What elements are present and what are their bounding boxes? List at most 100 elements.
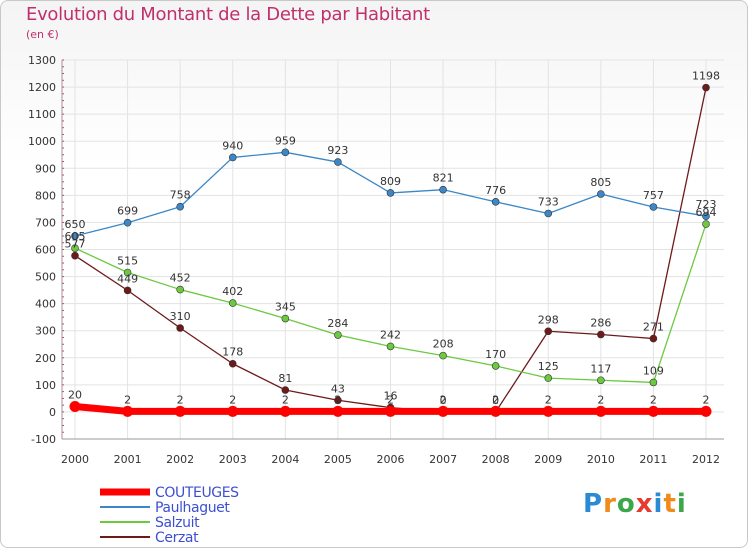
y-tick-label: 900: [35, 162, 56, 175]
x-tick-label: 2007: [429, 453, 457, 466]
y-tick-label: 1200: [28, 81, 56, 94]
data-label: 2: [597, 393, 604, 406]
legend-label: Cerzat: [155, 530, 199, 546]
y-tick-label: 800: [35, 189, 56, 202]
data-point: [228, 359, 237, 368]
y-tick-label: 1100: [28, 108, 56, 121]
data-point: [174, 405, 186, 417]
y-tick-label: 0: [49, 406, 56, 419]
data-label: 757: [643, 189, 664, 202]
y-tick-label: 1000: [28, 135, 56, 148]
data-point: [279, 405, 291, 417]
data-point: [649, 378, 658, 387]
data-point: [123, 286, 132, 295]
data-point: [439, 185, 447, 194]
data-label: 2: [545, 393, 552, 406]
x-tick-label: 2000: [61, 453, 89, 466]
data-point: [702, 220, 710, 228]
x-tick-label: 2001: [114, 453, 142, 466]
data-point: [491, 198, 500, 206]
data-label: 940: [222, 139, 243, 152]
data-point: [544, 327, 553, 336]
data-point: [227, 405, 239, 417]
data-point: [122, 405, 134, 417]
data-label: 2: [650, 393, 657, 406]
y-tick-label: 100: [35, 379, 56, 392]
data-point: [437, 405, 449, 417]
data-label: 758: [170, 189, 191, 202]
data-label: 723: [696, 198, 717, 211]
data-label: 286: [590, 317, 611, 330]
data-label: 125: [538, 360, 559, 373]
legend-label: Salzuit: [155, 515, 200, 531]
data-label: 20: [68, 389, 82, 402]
data-label: 452: [170, 272, 191, 285]
data-point: [176, 285, 184, 294]
data-point: [123, 268, 132, 277]
data-label: 2: [387, 393, 394, 406]
data-label: 2: [492, 393, 499, 406]
data-point: [649, 203, 658, 211]
data-label: 776: [485, 184, 506, 197]
x-tick-label: 2011: [639, 453, 667, 466]
data-point: [71, 244, 79, 252]
data-label: 0: [440, 394, 447, 407]
x-tick-label: 2009: [534, 453, 562, 466]
data-label: 0: [492, 394, 499, 407]
y-tick-label: 500: [35, 271, 56, 284]
data-label: 298: [538, 313, 559, 326]
data-point: [281, 148, 290, 157]
data-label: 2: [282, 393, 289, 406]
data-point: [123, 218, 132, 227]
data-point: [386, 342, 395, 351]
data-label: 208: [433, 338, 454, 351]
data-point: [597, 376, 605, 385]
data-point: [597, 190, 605, 198]
data-label: 959: [275, 134, 296, 147]
data-label: 2: [703, 393, 710, 406]
data-label: 2: [334, 393, 341, 406]
data-label: 2: [124, 393, 131, 406]
x-tick-label: 2003: [219, 453, 247, 466]
data-label: 515: [117, 255, 138, 268]
y-tick-label: 400: [35, 298, 56, 311]
x-tick-label: 2005: [324, 453, 352, 466]
logo-letter: r: [603, 489, 617, 519]
y-tick-label: 700: [35, 216, 56, 229]
data-label: 43: [331, 382, 345, 395]
y-tick-label: 300: [35, 325, 56, 338]
data-label: 178: [222, 346, 243, 359]
data-point: [228, 299, 237, 307]
data-label: 805: [590, 176, 611, 189]
data-label: 2: [229, 393, 236, 406]
data-label: 605: [65, 230, 86, 243]
data-label: 1198: [692, 70, 720, 83]
data-point: [334, 396, 342, 405]
x-tick-label: 2002: [166, 453, 194, 466]
x-tick-label: 2006: [377, 453, 405, 466]
data-label: 117: [590, 362, 611, 375]
y-tick-label: 200: [35, 352, 56, 365]
y-tick-label: 600: [35, 244, 56, 257]
data-point: [542, 405, 554, 417]
logo-letter: P: [583, 489, 604, 519]
data-point: [385, 405, 396, 417]
data-point: [281, 386, 290, 394]
data-label: 81: [278, 372, 292, 385]
data-point: [332, 405, 344, 417]
data-point: [334, 158, 342, 166]
legend-label: COUTEUGES: [155, 485, 239, 501]
data-point: [69, 401, 81, 413]
data-point: [334, 331, 342, 339]
x-tick-label: 2010: [587, 453, 615, 466]
legend-label: Paulhaguet: [155, 500, 230, 516]
proxiti-logo: Proxiti: [583, 489, 687, 519]
data-label: 402: [222, 285, 243, 298]
chart-unit: (en €): [26, 28, 59, 41]
data-label: 16: [384, 390, 398, 403]
data-label: 271: [643, 321, 664, 334]
logo-letter: i: [676, 489, 687, 519]
logo-letter: o: [616, 489, 636, 519]
data-point: [544, 209, 553, 218]
